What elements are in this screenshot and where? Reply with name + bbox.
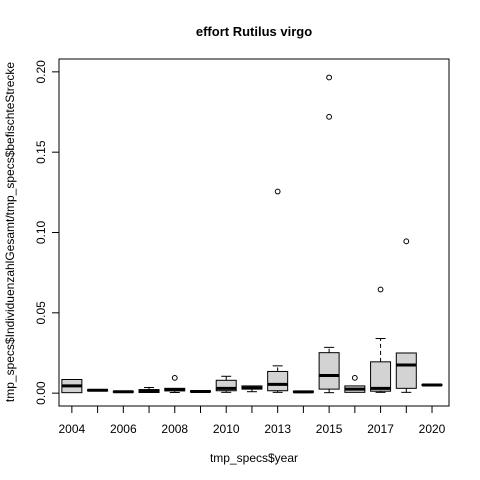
box [267,370,289,392]
x-tick-label: 2010 [213,422,240,436]
box [370,361,392,392]
x-tick-label: 2004 [59,422,86,436]
y-tick-label: 0.15 [34,140,48,164]
y-tick-label: 0.20 [34,60,48,84]
outlier-point [326,74,333,81]
x-tick-label: 2013 [264,422,291,436]
outlier-point [351,374,358,381]
x-tick-label: 2008 [161,422,188,436]
plot-area: 0.00 0.05 0.10 0.15 0.20 2004 2006 2008 2010 2013… [34,58,450,436]
box [318,352,340,390]
y-tick-label: 0.00 [34,381,48,405]
y-axis-label: tmp_specs$IndividuenzahlGesamt/tmp_specs… [3,62,17,403]
outlier-point [403,238,410,245]
outlier-point [377,286,384,293]
outlier-point [171,374,178,381]
y-tick-label: 0.10 [34,220,48,244]
box [395,352,417,389]
chart-title: effort Rutilus virgo [196,24,312,39]
outlier-point [326,113,333,120]
x-tick-label: 2015 [316,422,343,436]
x-tick-label: 2017 [367,422,394,436]
box [215,379,237,392]
x-axis-label: tmp_specs$year [210,451,298,465]
x-tick-label: 2020 [419,422,446,436]
x-tick-label: 2006 [110,422,137,436]
y-tick-label: 0.05 [34,301,48,325]
outlier-point [274,188,281,195]
